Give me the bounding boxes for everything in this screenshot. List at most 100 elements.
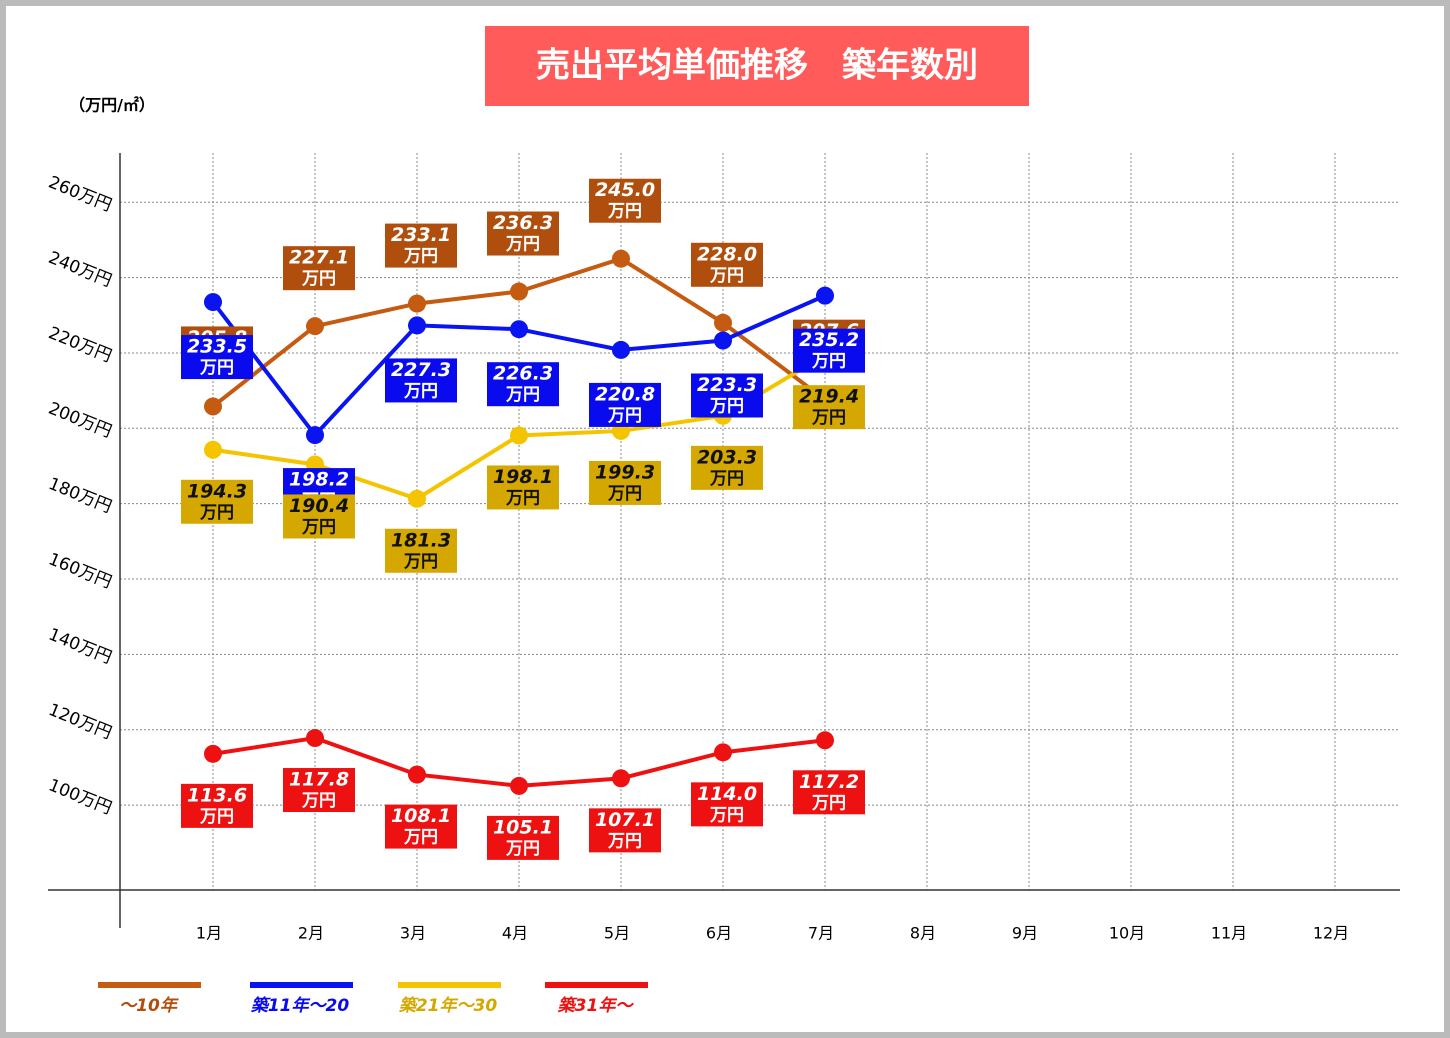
data-label: 203.3: [697, 446, 757, 468]
data-label-box: [487, 362, 559, 407]
data-label-box: [793, 328, 865, 373]
x-tick-label: 10月: [1109, 924, 1145, 943]
data-label-box: [283, 494, 355, 539]
data-label-unit: 万円: [403, 381, 438, 401]
data-label-unit: 万円: [709, 397, 744, 417]
data-label-unit: 万円: [505, 488, 540, 508]
point: [714, 743, 732, 762]
point: [612, 769, 630, 788]
point: [510, 282, 528, 301]
data-label-box: [691, 242, 763, 287]
data-label-unit: 万円: [709, 266, 744, 286]
point: [204, 397, 222, 416]
data-label-unit: 万円: [811, 352, 846, 372]
point: [408, 489, 426, 508]
point: [408, 765, 426, 784]
x-tick-label: 1月: [196, 924, 222, 943]
data-label: 236.3: [493, 212, 553, 234]
data-label: 199.3: [595, 461, 655, 483]
legend-label: 築31年～: [558, 996, 635, 1016]
data-label-unit: 万円: [505, 839, 540, 859]
point: [612, 249, 630, 268]
data-label-box: [283, 768, 355, 813]
data-label: 190.4: [289, 495, 349, 517]
x-tick-label: 5月: [604, 924, 630, 943]
data-label: 223.3: [697, 374, 757, 396]
data-label-unit: 万円: [301, 791, 336, 811]
data-label-box: [385, 358, 457, 403]
data-label-unit: 万円: [505, 235, 540, 255]
data-label: 226.3: [493, 363, 553, 385]
point: [204, 744, 222, 763]
data-label: 227.1: [289, 247, 349, 269]
data-label-unit: 万円: [301, 269, 336, 289]
data-label-box: [793, 770, 865, 815]
data-label: 113.6: [187, 784, 247, 806]
x-tick-label: 12月: [1313, 924, 1349, 943]
data-label: 220.8: [595, 383, 655, 405]
point: [510, 776, 528, 795]
legend-label: ～10年: [119, 996, 179, 1016]
point: [306, 317, 324, 336]
point: [714, 313, 732, 332]
x-tick-label: 3月: [400, 924, 426, 943]
data-label: 233.1: [391, 224, 451, 246]
x-tick-label: 8月: [910, 924, 936, 943]
data-label-unit: 万円: [505, 385, 540, 405]
data-label-box: [181, 479, 253, 524]
data-label-box: [181, 783, 253, 828]
data-label-unit: 万円: [403, 552, 438, 572]
point: [510, 426, 528, 445]
chart-title: 売出平均単価推移 築年数別: [536, 46, 978, 86]
legend-label: 築11年～20: [251, 996, 349, 1016]
data-label-unit: 万円: [199, 503, 234, 523]
data-label-box: [589, 178, 661, 223]
x-tick-label: 2月: [298, 924, 324, 943]
point: [204, 440, 222, 459]
point: [816, 731, 834, 750]
data-label: 235.2: [799, 329, 859, 351]
point: [306, 426, 324, 445]
point: [816, 286, 834, 305]
data-label-box: [691, 782, 763, 827]
data-label-box: [589, 808, 661, 853]
data-label: 117.8: [289, 769, 349, 791]
data-label: 219.4: [799, 386, 859, 408]
data-label-unit: 万円: [607, 484, 642, 504]
point: [408, 316, 426, 335]
x-tick-label: 11月: [1211, 924, 1247, 943]
data-label-unit: 万円: [709, 805, 744, 825]
data-label-unit: 万円: [811, 793, 846, 813]
data-label-unit: 万円: [811, 408, 846, 428]
data-label-unit: 万円: [301, 517, 336, 537]
data-label: 198.2: [289, 469, 349, 491]
point: [510, 320, 528, 339]
data-label-box: [691, 445, 763, 490]
point: [306, 729, 324, 748]
data-label: 227.3: [391, 359, 451, 381]
data-label-box: [385, 528, 457, 573]
data-label: 105.1: [493, 816, 553, 838]
data-label-box: [283, 246, 355, 291]
data-label-box: [385, 223, 457, 268]
data-label-box: [589, 382, 661, 427]
data-label-box: [181, 335, 253, 380]
point: [714, 331, 732, 350]
point: [612, 340, 630, 359]
data-label: 233.5: [187, 336, 247, 358]
data-label: 107.1: [595, 809, 655, 831]
point: [204, 293, 222, 312]
data-label: 108.1: [391, 805, 451, 827]
data-label-unit: 万円: [199, 358, 234, 378]
data-label-box: [691, 373, 763, 418]
data-label: 228.0: [697, 243, 757, 265]
data-label: 198.1: [493, 466, 553, 488]
x-tick-label: 6月: [706, 924, 732, 943]
data-label: 194.3: [187, 480, 247, 502]
data-label-unit: 万円: [199, 807, 234, 827]
data-label-box: [487, 211, 559, 256]
data-label-unit: 万円: [607, 406, 642, 426]
data-label-box: [385, 804, 457, 849]
data-label: 117.2: [799, 771, 859, 793]
